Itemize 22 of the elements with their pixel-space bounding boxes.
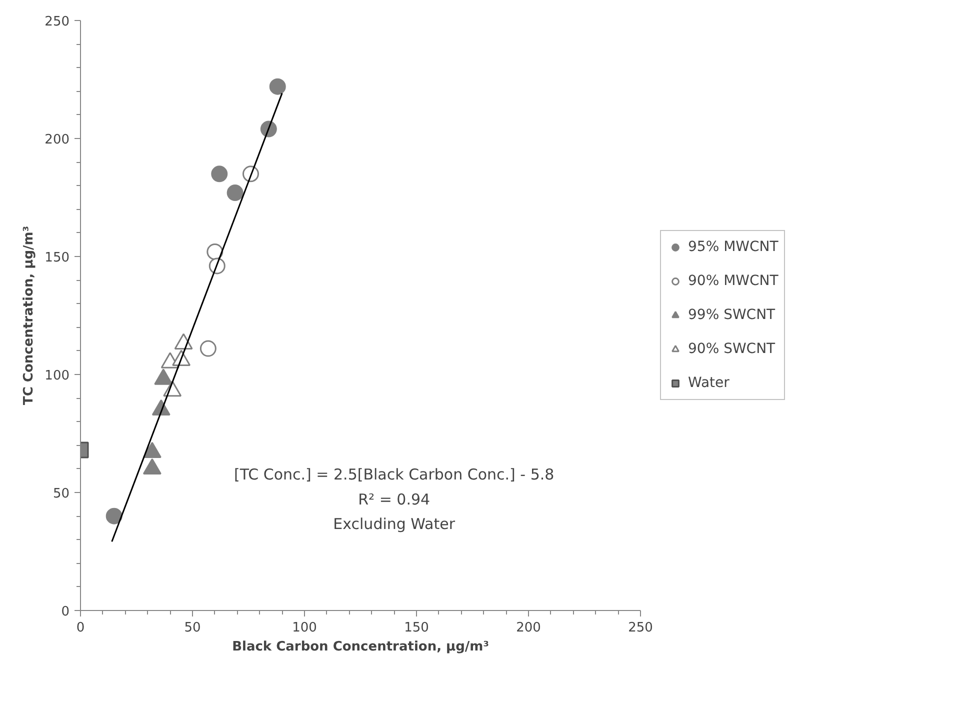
y-tick-label: 50 xyxy=(52,486,70,502)
annotation: [TC Conc.] = 2.5[Black Carbon Conc.] - 5.8 xyxy=(234,466,554,484)
x-tick-label: 100 xyxy=(292,620,317,636)
legend-label: 99% SWCNT xyxy=(688,307,776,323)
annotation: R² = 0.94 xyxy=(358,490,430,508)
y-tick-label: 150 xyxy=(44,250,70,266)
legend-label: 90% MWCNT xyxy=(688,273,778,289)
y-tick-label: 0 xyxy=(61,604,70,620)
legend-label: Water xyxy=(688,375,730,391)
x-tick-label: 150 xyxy=(404,620,429,636)
x-tick-label: 50 xyxy=(184,620,201,636)
y-tick-label: 200 xyxy=(44,132,70,148)
x-tick-label: 200 xyxy=(516,620,541,636)
x-tick-label: 250 xyxy=(628,620,653,636)
legend-label: 95% MWCNT xyxy=(688,239,778,255)
y-tick-label: 250 xyxy=(44,14,70,30)
legend-label: 90% SWCNT xyxy=(688,341,776,357)
annotation: Excluding Water xyxy=(333,515,456,534)
y-tick-label: 100 xyxy=(44,368,70,384)
y-axis-title: TC Concentration, μg/m³ xyxy=(22,226,37,406)
x-tick-label: 0 xyxy=(76,620,85,636)
x-axis-title: Black Carbon Concentration, μg/m³ xyxy=(232,640,489,654)
